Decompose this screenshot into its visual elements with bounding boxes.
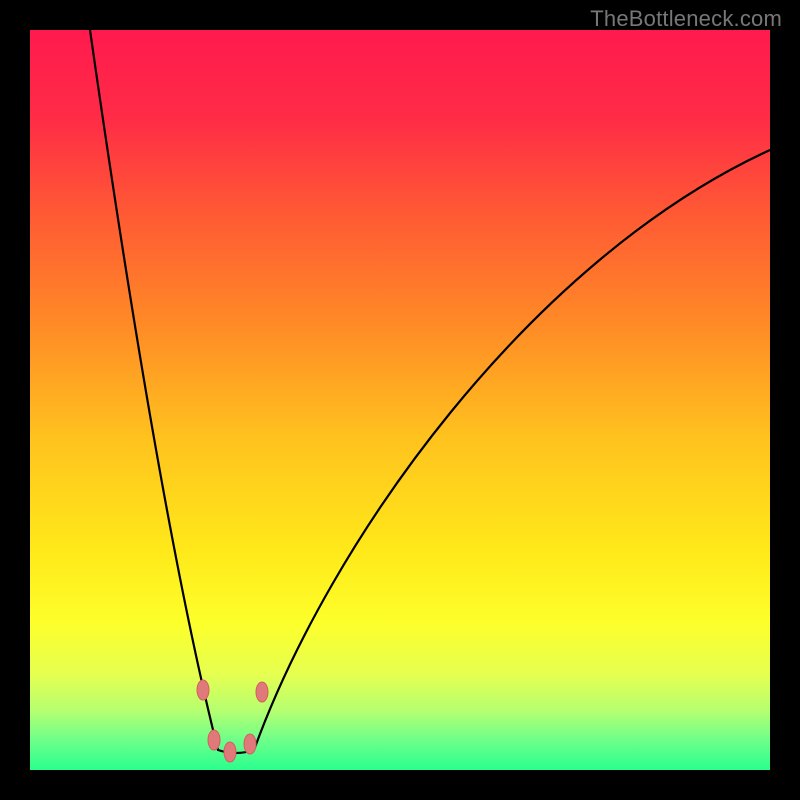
curve-marker bbox=[197, 680, 209, 700]
bottleneck-curve-chart bbox=[30, 30, 770, 770]
curve-marker bbox=[208, 730, 220, 750]
curve-marker bbox=[224, 742, 236, 762]
watermark-text: TheBottleneck.com bbox=[590, 6, 782, 32]
chart-background bbox=[30, 30, 770, 770]
curve-marker bbox=[244, 734, 256, 754]
chart-container bbox=[30, 30, 770, 770]
curve-marker bbox=[256, 682, 268, 702]
